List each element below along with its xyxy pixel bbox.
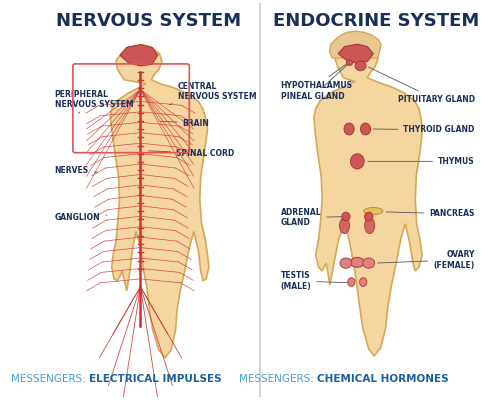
Text: NERVOUS SYSTEM: NERVOUS SYSTEM: [56, 12, 241, 30]
Text: PITUITARY GLAND: PITUITARY GLAND: [368, 67, 474, 104]
Text: THYROID GLAND: THYROID GLAND: [374, 125, 474, 134]
Text: SPINAL CORD: SPINAL CORD: [148, 149, 234, 158]
Polygon shape: [338, 44, 374, 63]
Ellipse shape: [364, 212, 373, 221]
Ellipse shape: [360, 278, 367, 286]
Text: PINEAL GLAND: PINEAL GLAND: [280, 65, 347, 101]
Text: PERIPHERAL
NERVOUS SYSTEM: PERIPHERAL NERVOUS SYSTEM: [54, 90, 133, 113]
Polygon shape: [314, 44, 422, 356]
Polygon shape: [110, 45, 209, 358]
Text: NERVES: NERVES: [54, 166, 98, 175]
Polygon shape: [330, 31, 381, 58]
Text: ENDOCRINE SYSTEM: ENDOCRINE SYSTEM: [274, 12, 480, 30]
Text: HYPOTHALAMUS: HYPOTHALAMUS: [280, 60, 352, 90]
Ellipse shape: [364, 218, 374, 234]
Text: MESSENGERS:: MESSENGERS:: [10, 374, 89, 384]
Text: THYMUS: THYMUS: [368, 157, 474, 166]
Ellipse shape: [342, 212, 350, 221]
Circle shape: [355, 61, 366, 71]
Ellipse shape: [360, 123, 370, 135]
Ellipse shape: [348, 278, 355, 286]
Text: TESTIS
(MALE): TESTIS (MALE): [280, 271, 348, 290]
Text: BRAIN: BRAIN: [160, 118, 210, 128]
Circle shape: [340, 258, 352, 268]
Text: MESSENGERS:: MESSENGERS:: [239, 374, 317, 384]
Text: PANCREAS: PANCREAS: [386, 209, 474, 218]
Circle shape: [363, 258, 374, 268]
Ellipse shape: [344, 123, 354, 135]
Text: CENTRAL
NERVOUS SYSTEM: CENTRAL NERVOUS SYSTEM: [169, 82, 256, 105]
Text: CHEMICAL HORMONES: CHEMICAL HORMONES: [317, 374, 449, 384]
Ellipse shape: [340, 218, 349, 234]
Circle shape: [346, 60, 352, 66]
Text: GANGLION: GANGLION: [54, 213, 107, 222]
Ellipse shape: [350, 257, 364, 267]
Text: OVARY
(FEMALE): OVARY (FEMALE): [378, 250, 474, 270]
Text: ELECTRICAL IMPULSES: ELECTRICAL IMPULSES: [89, 374, 222, 384]
Ellipse shape: [364, 208, 383, 214]
Polygon shape: [120, 44, 158, 66]
Text: ADRENAL
GLAND: ADRENAL GLAND: [280, 208, 343, 228]
Ellipse shape: [350, 154, 364, 169]
